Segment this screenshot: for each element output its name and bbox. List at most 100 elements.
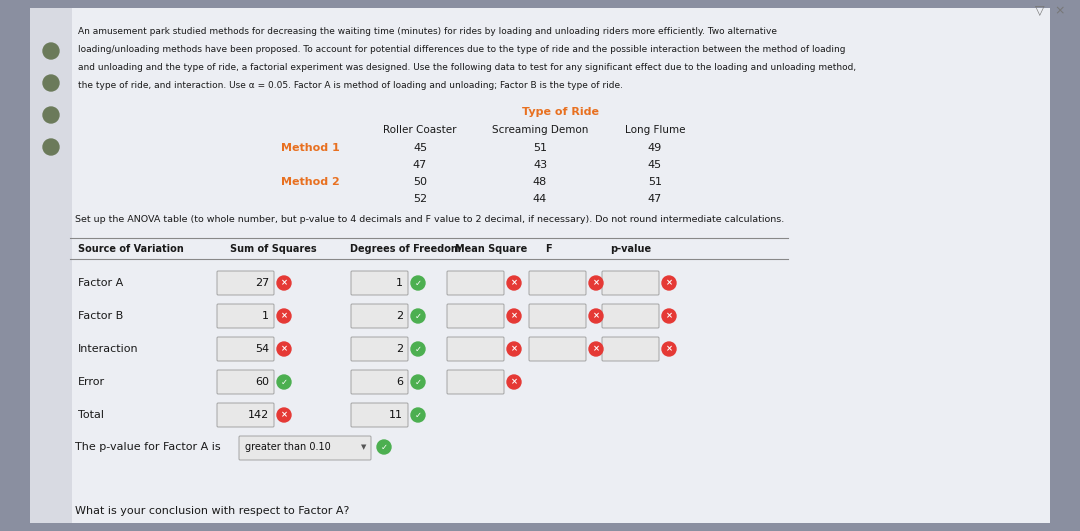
Text: ✓: ✓ bbox=[415, 378, 421, 387]
Circle shape bbox=[411, 309, 426, 323]
Text: What is your conclusion with respect to Factor A?: What is your conclusion with respect to … bbox=[75, 506, 349, 516]
Text: ✓: ✓ bbox=[415, 410, 421, 419]
Circle shape bbox=[43, 75, 59, 91]
FancyBboxPatch shape bbox=[602, 337, 659, 361]
Text: ✓: ✓ bbox=[415, 345, 421, 354]
FancyBboxPatch shape bbox=[529, 304, 586, 328]
Text: ✓: ✓ bbox=[380, 442, 388, 451]
FancyBboxPatch shape bbox=[30, 8, 1050, 523]
Text: ×: × bbox=[665, 345, 673, 354]
Circle shape bbox=[507, 309, 521, 323]
Text: ×: × bbox=[511, 378, 517, 387]
FancyBboxPatch shape bbox=[529, 337, 586, 361]
Text: Total: Total bbox=[78, 410, 104, 420]
FancyBboxPatch shape bbox=[30, 8, 72, 523]
Text: ▼: ▼ bbox=[362, 444, 367, 450]
FancyBboxPatch shape bbox=[351, 370, 408, 394]
Text: ×: × bbox=[511, 345, 517, 354]
Text: 45: 45 bbox=[648, 160, 662, 170]
Text: Interaction: Interaction bbox=[78, 344, 138, 354]
FancyBboxPatch shape bbox=[351, 271, 408, 295]
Text: 2: 2 bbox=[396, 311, 403, 321]
Text: ×: × bbox=[593, 312, 599, 321]
Text: p-value: p-value bbox=[610, 244, 651, 254]
Circle shape bbox=[589, 342, 603, 356]
Text: 43: 43 bbox=[532, 160, 548, 170]
Circle shape bbox=[589, 309, 603, 323]
Text: ×: × bbox=[281, 312, 287, 321]
FancyBboxPatch shape bbox=[602, 304, 659, 328]
FancyBboxPatch shape bbox=[351, 304, 408, 328]
Circle shape bbox=[43, 139, 59, 155]
Text: ×: × bbox=[665, 312, 673, 321]
Circle shape bbox=[662, 276, 676, 290]
FancyBboxPatch shape bbox=[217, 370, 274, 394]
Text: Sum of Squares: Sum of Squares bbox=[230, 244, 316, 254]
Text: 6: 6 bbox=[396, 377, 403, 387]
Text: greater than 0.10: greater than 0.10 bbox=[245, 442, 330, 452]
Text: Mean Square: Mean Square bbox=[455, 244, 527, 254]
Text: ✓: ✓ bbox=[415, 278, 421, 287]
Text: An amusement park studied methods for decreasing the waiting time (minutes) for : An amusement park studied methods for de… bbox=[78, 28, 777, 37]
Text: 54: 54 bbox=[255, 344, 269, 354]
Text: 47: 47 bbox=[648, 194, 662, 204]
FancyBboxPatch shape bbox=[217, 337, 274, 361]
Text: ×: × bbox=[281, 345, 287, 354]
Text: ×: × bbox=[593, 345, 599, 354]
Circle shape bbox=[411, 342, 426, 356]
Text: 1: 1 bbox=[396, 278, 403, 288]
Text: F: F bbox=[545, 244, 552, 254]
Text: ✓: ✓ bbox=[415, 312, 421, 321]
Text: ×: × bbox=[1055, 4, 1065, 18]
Text: Set up the ANOVA table (to whole number, but p-value to 4 decimals and F value t: Set up the ANOVA table (to whole number,… bbox=[75, 216, 784, 225]
Text: Roller Coaster: Roller Coaster bbox=[383, 125, 457, 135]
Text: 45: 45 bbox=[413, 143, 427, 153]
Text: Method 2: Method 2 bbox=[281, 177, 339, 187]
Text: 52: 52 bbox=[413, 194, 427, 204]
Circle shape bbox=[276, 342, 291, 356]
FancyBboxPatch shape bbox=[447, 370, 504, 394]
FancyBboxPatch shape bbox=[351, 337, 408, 361]
Text: ✓: ✓ bbox=[281, 378, 287, 387]
Circle shape bbox=[43, 107, 59, 123]
Text: ×: × bbox=[593, 278, 599, 287]
Text: 48: 48 bbox=[532, 177, 548, 187]
Text: ×: × bbox=[281, 410, 287, 419]
Circle shape bbox=[276, 309, 291, 323]
FancyBboxPatch shape bbox=[447, 271, 504, 295]
Text: Source of Variation: Source of Variation bbox=[78, 244, 184, 254]
Text: ×: × bbox=[281, 278, 287, 287]
Text: 1: 1 bbox=[262, 311, 269, 321]
Circle shape bbox=[411, 375, 426, 389]
FancyBboxPatch shape bbox=[351, 403, 408, 427]
Circle shape bbox=[276, 375, 291, 389]
Circle shape bbox=[589, 276, 603, 290]
Text: Error: Error bbox=[78, 377, 105, 387]
Text: 60: 60 bbox=[255, 377, 269, 387]
Text: the type of ride, and interaction. Use α = 0.05. Factor A is method of loading a: the type of ride, and interaction. Use α… bbox=[78, 81, 623, 90]
Text: Method 1: Method 1 bbox=[281, 143, 339, 153]
FancyBboxPatch shape bbox=[447, 304, 504, 328]
FancyBboxPatch shape bbox=[602, 271, 659, 295]
Text: 11: 11 bbox=[389, 410, 403, 420]
FancyBboxPatch shape bbox=[217, 271, 274, 295]
Text: Factor B: Factor B bbox=[78, 311, 123, 321]
Circle shape bbox=[507, 342, 521, 356]
Circle shape bbox=[276, 276, 291, 290]
Text: ×: × bbox=[665, 278, 673, 287]
Circle shape bbox=[411, 408, 426, 422]
Text: The p-value for Factor A is: The p-value for Factor A is bbox=[75, 442, 220, 452]
Text: 51: 51 bbox=[534, 143, 546, 153]
Circle shape bbox=[662, 342, 676, 356]
Circle shape bbox=[276, 408, 291, 422]
Text: Type of Ride: Type of Ride bbox=[522, 107, 598, 117]
Text: 51: 51 bbox=[648, 177, 662, 187]
Circle shape bbox=[662, 309, 676, 323]
Text: ▽: ▽ bbox=[1036, 4, 1044, 18]
Text: 2: 2 bbox=[396, 344, 403, 354]
FancyBboxPatch shape bbox=[529, 271, 586, 295]
Text: 50: 50 bbox=[413, 177, 427, 187]
Circle shape bbox=[507, 276, 521, 290]
FancyBboxPatch shape bbox=[217, 304, 274, 328]
Text: 142: 142 bbox=[247, 410, 269, 420]
